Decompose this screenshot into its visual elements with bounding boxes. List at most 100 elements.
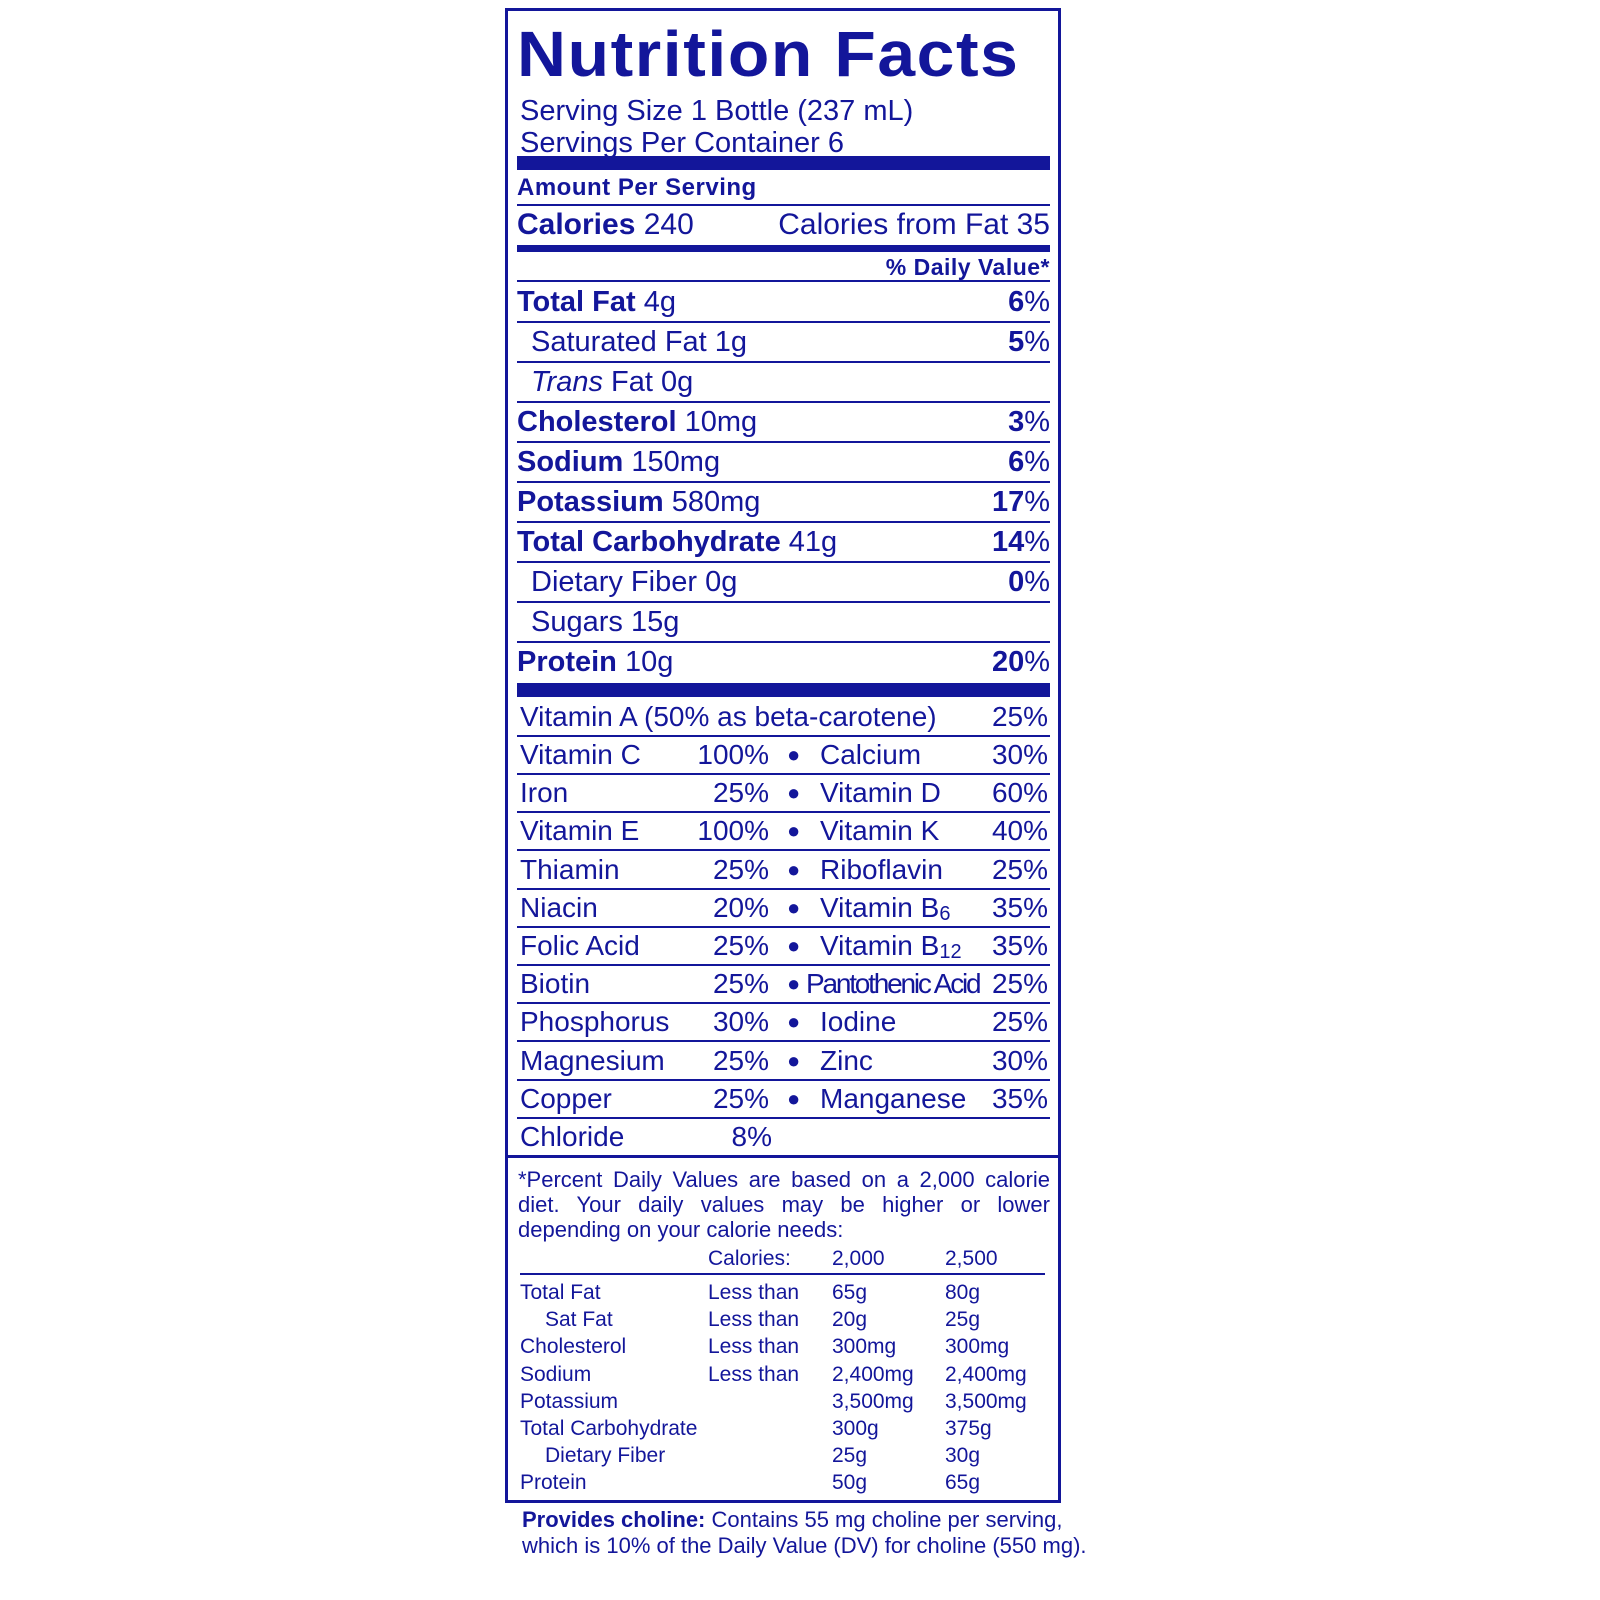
vitamin-value: 25%	[712, 1044, 769, 1076]
nutrient-amount: 0g	[705, 566, 738, 598]
vitamin-label: Magnesium	[520, 1044, 665, 1076]
vitamin-row: Vitamin C 100% ● Calcium 30%	[517, 737, 1050, 775]
nutrient-row: Sugars 15g	[517, 603, 1050, 643]
table-cell: 25g	[832, 1444, 868, 1468]
bullet-icon: ●	[787, 1047, 801, 1073]
vitamin-value: 25%	[712, 930, 769, 961]
nutrient-name: Sugars 15g	[517, 603, 679, 641]
dv-number: 3	[1008, 406, 1025, 438]
vitamin-value: 60%	[991, 777, 1048, 809]
vitamin-label-text: Manganese	[820, 1082, 967, 1114]
vitamin-label: Zinc	[820, 1043, 873, 1079]
nutrient-label: Saturated Fat	[531, 326, 707, 358]
vitamin-label: Vitamin B12	[820, 928, 962, 970]
nutrient-dv: 20%	[992, 643, 1050, 683]
vitamin-label: Thiamin	[520, 853, 620, 885]
vitamin-label: Folic Acid	[520, 930, 640, 961]
table-cell: 20g	[832, 1308, 868, 1332]
calories-row: Calories 240 Calories from Fat 35	[517, 207, 1050, 243]
vitamin-row: Copper 25% ● Manganese 35%	[517, 1081, 1050, 1119]
table-cell: 25g	[945, 1308, 981, 1332]
vitamin-row: Thiamin 25% ● Riboflavin 25%	[517, 852, 1050, 890]
bullet-icon: ●	[787, 1009, 801, 1035]
table-cell: 65g	[945, 1471, 981, 1495]
nutrient-label: Sugars	[531, 606, 623, 638]
table-cell: Total Fat	[520, 1281, 601, 1304]
dv-percent: %	[1024, 566, 1050, 598]
dv-percent: %	[1024, 646, 1050, 678]
vitamin-value: 25%	[991, 968, 1048, 1000]
vitamin-label: Phosphorus	[520, 1006, 670, 1038]
choline-statement: Provides choline: Contains 55 mg choline…	[522, 1507, 1087, 1559]
nutrient-label: Total Carbohydrate	[517, 526, 781, 558]
table-cell: 80g	[945, 1281, 981, 1304]
table-cell: 2,000	[832, 1247, 885, 1270]
nutrient-name-italic: Trans	[531, 366, 603, 398]
table-cell: 300g	[832, 1417, 879, 1440]
vitamin-label: Vitamin D	[820, 775, 941, 811]
dv-number: 14	[991, 526, 1025, 558]
vitamin-label: Vitamin B6	[820, 890, 950, 932]
vitamin-label: Chloride	[520, 1121, 625, 1152]
label-title: Nutrition Facts	[517, 18, 1020, 90]
vitamin-label-text: Iodine	[820, 1006, 897, 1038]
nutrient-row: Saturated Fat 1g 5%	[517, 323, 1050, 363]
nutrient-row: Trans Fat 0g	[517, 363, 1050, 403]
nutrient-dv: 3%	[1008, 403, 1050, 441]
table-divider	[520, 1273, 1045, 1275]
vitamin-row: Niacin 20% ● Vitamin B6 35%	[517, 890, 1050, 928]
nutrient-label: Sodium	[517, 446, 624, 478]
vitamin-label-text: Vitamin B	[820, 930, 940, 961]
vitamin-value: 8%	[731, 1121, 772, 1152]
table-row: Protein 50g 65g	[520, 1469, 1048, 1496]
vitamin-label: Vitamin E	[520, 815, 640, 847]
vitamin-label-text: Calcium	[820, 739, 922, 770]
vitamin-row: Chloride 8%	[517, 1119, 1050, 1157]
dv-number: 0	[1008, 566, 1025, 598]
choline-label: Provides choline:	[522, 1507, 706, 1532]
vitamin-value: 100%	[697, 815, 769, 847]
bullet-icon: ●	[787, 780, 801, 806]
nutrient-name: Dietary Fiber 0g	[517, 563, 737, 601]
daily-value-header: % Daily Value*	[885, 254, 1050, 280]
table-cell: 3,500mg	[832, 1389, 914, 1413]
table-cell: Less than	[708, 1335, 800, 1359]
vitamin-label: Pantothenic Acid	[806, 966, 982, 1002]
vitamin-subscript: 12	[939, 941, 962, 963]
nutrient-amount: 0g	[661, 366, 694, 398]
bullet-icon: ●	[787, 894, 801, 920]
table-header: Calories: 2,000 2,500	[520, 1245, 1048, 1272]
vitamin-label: Niacin	[520, 891, 598, 923]
bullet-icon: ●	[787, 1085, 801, 1111]
nutrient-label: Fat	[611, 366, 653, 398]
choline-text: which is 10% of the Daily Value (DV) for…	[522, 1533, 1087, 1558]
vitamin-row: Iron 25% ● Vitamin D 60%	[517, 775, 1050, 814]
nutrient-name: Saturated Fat 1g	[517, 323, 747, 361]
nutrient-name: Trans Fat 0g	[517, 363, 693, 401]
table-cell: 3,500mg	[945, 1389, 1027, 1413]
nutrient-amount: 41g	[788, 526, 838, 558]
choline-text: Contains 55 mg choline per serving,	[711, 1507, 1063, 1532]
medium-divider	[517, 245, 1050, 252]
vitamin-label-text: Vitamin D	[820, 777, 941, 809]
vitamin-value: 25%	[712, 777, 769, 809]
vitamin-label: Riboflavin	[820, 852, 943, 888]
vitamin-subscript: 6	[939, 902, 951, 925]
nutrient-amount: 10g	[624, 646, 674, 678]
thick-divider	[517, 683, 1050, 697]
vitamin-value: 25%	[712, 968, 769, 1000]
table-cell: 2,400mg	[832, 1362, 914, 1386]
nutrient-name: Total Carbohydrate 41g	[517, 523, 837, 561]
nutrient-name: Cholesterol 10mg	[517, 403, 757, 441]
table-row: Sat Fat Less than 20g 25g	[520, 1306, 1048, 1333]
amount-per-serving: Amount Per Serving	[517, 174, 757, 201]
vitamin-value: 35%	[991, 1082, 1048, 1114]
nutrient-name: Sodium 150mg	[517, 443, 720, 481]
nutrient-dv: 5%	[1008, 323, 1050, 361]
table-cell: Potassium	[520, 1389, 619, 1413]
calories-value: 240	[643, 208, 694, 241]
table-cell: Total Carbohydrate	[520, 1417, 698, 1440]
calories-from-fat: Calories from Fat 35	[778, 208, 1050, 241]
footnote-line: diet. Your daily values may be higher or…	[518, 1192, 1050, 1217]
table-cell: 65g	[832, 1281, 868, 1304]
